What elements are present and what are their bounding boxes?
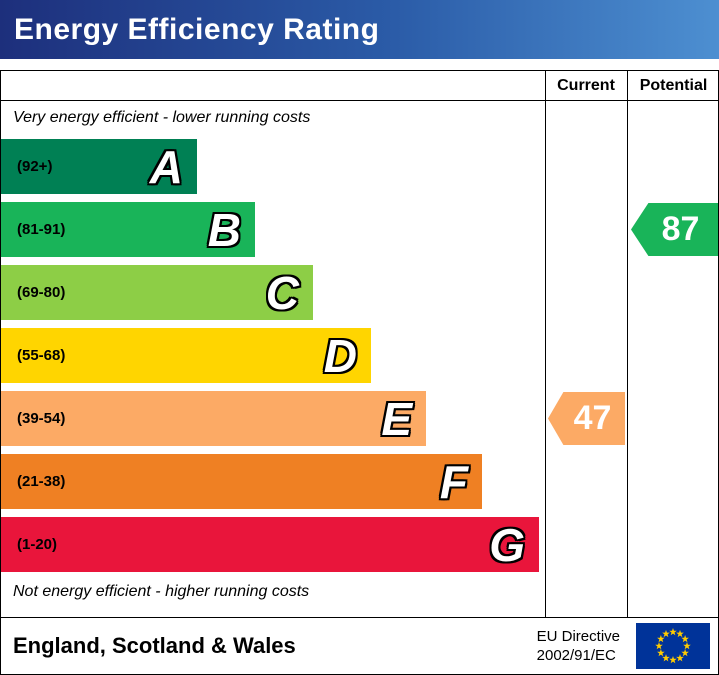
page-title: Energy Efficiency Rating	[14, 12, 380, 46]
band-letter-g: G	[489, 518, 525, 571]
band-letter-f: F	[439, 455, 468, 508]
band-row-g: (1-20) G	[1, 517, 545, 572]
band-range-d: (55-68)	[17, 347, 66, 364]
band-letter-d: D	[323, 329, 357, 382]
eu-flag-icon	[636, 623, 710, 669]
band-range-c: (69-80)	[17, 284, 66, 301]
band-row-b: (81-91) B	[1, 202, 545, 257]
band-letter-a: A	[149, 140, 183, 193]
band-bar-g: (1-20) G	[1, 517, 539, 572]
band-range-f: (21-38)	[17, 473, 66, 490]
column-divider-current	[545, 71, 546, 617]
eu-directive-label: EU Directive 2002/91/EC	[537, 627, 636, 666]
eu-directive-line1: EU Directive	[536, 627, 620, 645]
bands-container: (92+) A (81-91) B (69-80) C (55-68) D (39-54) E (2…	[1, 139, 545, 580]
band-bar-c: (69-80) C	[1, 265, 313, 320]
column-divider-potential	[627, 71, 628, 617]
band-letter-b: B	[207, 203, 241, 256]
column-header-potential: Potential	[639, 77, 708, 94]
eu-directive-line2: 2002/91/EC	[536, 647, 616, 664]
band-row-f: (21-38) F	[1, 454, 545, 509]
band-bar-e: (39-54) E	[1, 391, 426, 446]
top-note: Very energy efficient - lower running co…	[13, 109, 311, 126]
band-letter-c: C	[265, 266, 299, 319]
band-range-b: (81-91)	[17, 221, 66, 238]
band-bar-b: (81-91) B	[1, 202, 255, 257]
band-bar-a: (92+) A	[1, 139, 197, 194]
rating-chart: Current Potential Very energy efficient …	[0, 70, 719, 618]
band-row-a: (92+) A	[1, 139, 545, 194]
footer: England, Scotland & Wales EU Directive 2…	[0, 618, 719, 675]
bottom-note: Not energy efficient - higher running co…	[13, 583, 310, 600]
band-row-c: (69-80) C	[1, 265, 545, 320]
band-range-a: (92+)	[17, 158, 53, 175]
band-row-e: (39-54) E	[1, 391, 545, 446]
potential-rating-arrow: 87	[631, 203, 718, 256]
title-banner: Energy Efficiency Rating	[0, 0, 719, 59]
band-row-d: (55-68) D	[1, 328, 545, 383]
band-bar-d: (55-68) D	[1, 328, 371, 383]
band-letter-e: E	[381, 392, 412, 445]
column-header-current: Current	[557, 77, 615, 94]
region-label: England, Scotland & Wales	[13, 633, 296, 658]
current-rating-arrow: 47	[548, 392, 625, 445]
band-range-g: (1-20)	[17, 536, 58, 553]
band-range-e: (39-54)	[17, 410, 66, 427]
chart-header-row: Current Potential	[1, 71, 718, 101]
band-bar-f: (21-38) F	[1, 454, 482, 509]
